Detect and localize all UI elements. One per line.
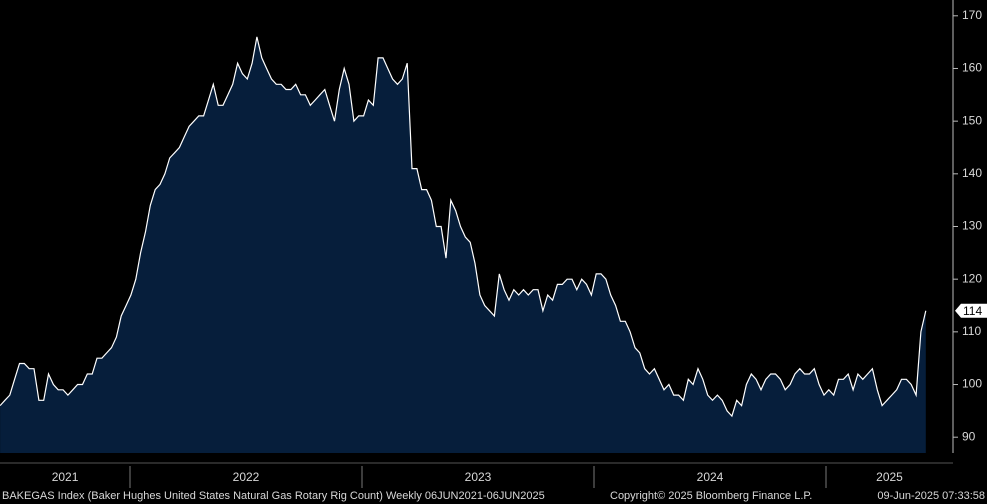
y-tick-label: 170 bbox=[962, 8, 982, 22]
area bbox=[0, 36, 926, 454]
footer-description: BAKEGAS Index (Baker Hughes United State… bbox=[2, 490, 545, 502]
y-tick-label: 90 bbox=[962, 429, 976, 443]
x-tick-label: 2025 bbox=[876, 470, 903, 484]
y-tick-label: 110 bbox=[962, 324, 981, 338]
y-tick-label: 160 bbox=[962, 61, 982, 75]
x-tick-label: 2022 bbox=[233, 470, 260, 484]
x-tick-label: 2024 bbox=[697, 470, 724, 484]
y-tick-label: 130 bbox=[962, 219, 982, 233]
x-tick-label: 2021 bbox=[52, 470, 79, 484]
footer-copyright: Copyright© 2025 Bloomberg Finance L.P. bbox=[610, 490, 812, 502]
last-value-box bbox=[955, 303, 987, 318]
y-tick-label: 140 bbox=[962, 166, 982, 180]
y-tick-label: 100 bbox=[962, 377, 982, 391]
last-value-label: 114 bbox=[963, 304, 982, 318]
y-tick-label: 120 bbox=[962, 271, 982, 285]
line bbox=[0, 36, 927, 418]
x-tick-label: 2023 bbox=[465, 470, 492, 484]
footer-timestamp: 09-Jun-2025 07:33:58 bbox=[877, 490, 985, 502]
y-tick-label: 150 bbox=[962, 113, 982, 127]
